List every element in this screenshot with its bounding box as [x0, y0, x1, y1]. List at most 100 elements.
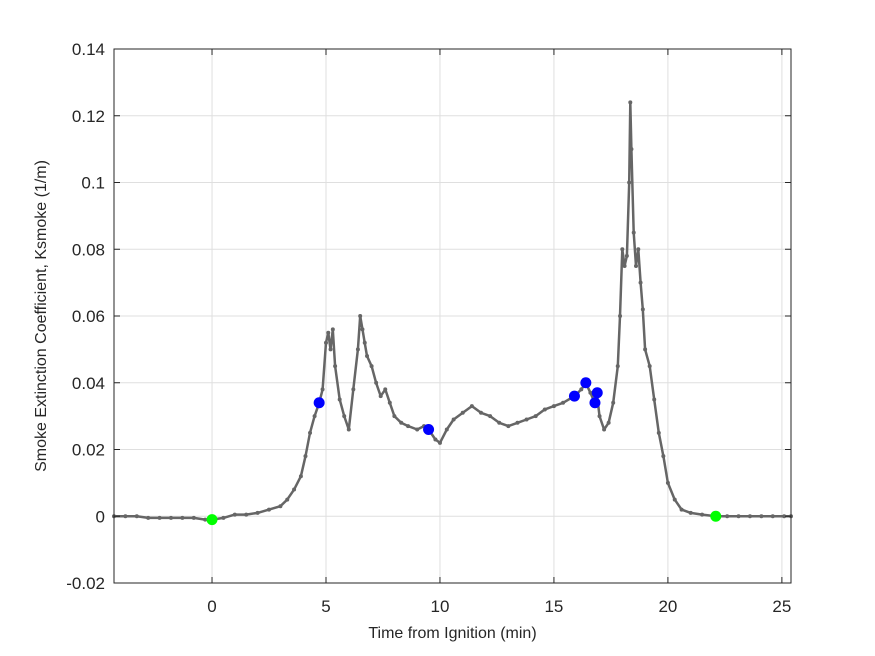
ksmoke-point: [337, 397, 342, 402]
ksmoke-point: [620, 247, 625, 252]
ksmoke-point: [255, 510, 260, 515]
x-tick-label: 15: [544, 597, 563, 616]
ksmoke-point: [303, 454, 308, 459]
x-tick-label: 5: [321, 597, 330, 616]
ksmoke-point: [622, 263, 627, 268]
ksmoke-point: [406, 424, 411, 429]
ksmoke-point: [387, 400, 392, 405]
ksmoke-point: [533, 414, 538, 419]
ksmoke-point: [588, 390, 593, 395]
ksmoke-point: [602, 427, 607, 432]
ksmoke-point: [362, 340, 367, 345]
ksmoke-point: [643, 347, 648, 352]
ksmoke-point: [221, 515, 226, 520]
ksmoke-point: [647, 364, 652, 369]
ksmoke-point: [383, 387, 388, 392]
blue-events-marker: [580, 377, 592, 389]
ksmoke-line: [114, 101, 791, 521]
ksmoke-point: [320, 387, 325, 392]
ksmoke-point: [444, 427, 449, 432]
ksmoke-point: [146, 515, 151, 520]
ksmoke-point: [615, 364, 620, 369]
ksmoke-point: [631, 230, 636, 235]
ksmoke-point: [633, 263, 638, 268]
ksmoke-point: [123, 514, 128, 519]
ksmoke-point: [328, 347, 333, 352]
ksmoke-point: [688, 510, 693, 515]
ksmoke-point: [652, 397, 657, 402]
ksmoke-point: [515, 420, 520, 425]
ksmoke-point: [342, 414, 347, 419]
x-tick-label: 20: [658, 597, 677, 616]
ksmoke-point: [232, 512, 237, 517]
ksmoke-point: [759, 514, 764, 519]
ksmoke-point: [488, 414, 493, 419]
ksmoke-point: [399, 420, 404, 425]
ksmoke-point: [333, 364, 338, 369]
ksmoke-point: [168, 515, 173, 520]
ksmoke-point: [330, 327, 335, 332]
ksmoke-point: [355, 347, 360, 352]
ksmoke-point: [747, 514, 752, 519]
ksmoke-point: [469, 404, 474, 409]
ksmoke-point: [365, 354, 370, 359]
ksmoke-point: [725, 514, 730, 519]
ksmoke-point: [661, 454, 666, 459]
ksmoke-point: [278, 504, 283, 509]
ksmoke-point: [672, 497, 677, 502]
ksmoke-point: [378, 394, 383, 399]
ksmoke-point: [628, 100, 633, 105]
blue-events-marker: [568, 390, 580, 402]
x-tick-label: 25: [772, 597, 791, 616]
ksmoke-point: [285, 497, 290, 502]
ksmoke-point: [627, 180, 632, 185]
blue-events-marker: [591, 387, 603, 399]
ksmoke-point: [497, 420, 502, 425]
ksmoke-point: [597, 414, 602, 419]
x-axis-tick-labels: 0 5 10 15 20 25: [207, 597, 791, 616]
ksmoke-point: [736, 514, 741, 519]
blue-events-marker: [423, 423, 435, 435]
ksmoke-point: [346, 427, 351, 432]
grid-lines: [114, 48, 791, 584]
ksmoke-point: [561, 400, 566, 405]
ksmoke-point: [478, 410, 483, 415]
ksmoke-point: [351, 387, 356, 392]
y-tick-label: 0.04: [72, 374, 105, 393]
ksmoke-point: [782, 514, 787, 519]
ksmoke-point: [665, 480, 670, 485]
y-tick-label: 0.1: [81, 174, 105, 193]
axis-ticks: [114, 48, 791, 584]
ksmoke-point: [392, 414, 397, 419]
ksmoke-point: [191, 515, 196, 520]
y-tick-label: 0.08: [72, 240, 105, 259]
y-tick-label: 0.02: [72, 441, 105, 460]
ksmoke-point: [374, 380, 379, 385]
ksmoke-point: [244, 512, 249, 517]
ksmoke-point: [770, 514, 775, 519]
ksmoke-point: [579, 387, 584, 392]
ksmoke-point: [298, 474, 303, 479]
x-axis-label: Time from Ignition (min): [368, 625, 536, 642]
ksmoke-point: [180, 515, 185, 520]
green-events-marker: [206, 514, 218, 526]
ksmoke-point: [679, 507, 684, 512]
ksmoke-point: [656, 430, 661, 435]
ksmoke-point: [323, 340, 328, 345]
ksmoke-point: [640, 307, 645, 312]
plot-area: [112, 48, 793, 584]
ksmoke-point: [524, 417, 529, 422]
ksmoke-point: [506, 424, 511, 429]
y-axis-label: Smoke Extinction Coefficient, Ksmoke (1/…: [33, 160, 50, 472]
ksmoke-point: [326, 330, 331, 335]
y-tick-label: 0.06: [72, 307, 105, 326]
ksmoke-point: [415, 427, 420, 432]
ksmoke-point: [292, 487, 297, 492]
ksmoke-point: [700, 512, 705, 517]
y-tick-label: 0.12: [72, 107, 105, 126]
ksmoke-point: [638, 280, 643, 285]
y-axis-tick-labels: -0.02 0 0.02 0.04 0.06 0.08 0.1 0.12 0.14: [66, 40, 105, 593]
ksmoke-point: [451, 417, 456, 422]
ksmoke-point: [618, 314, 623, 318]
